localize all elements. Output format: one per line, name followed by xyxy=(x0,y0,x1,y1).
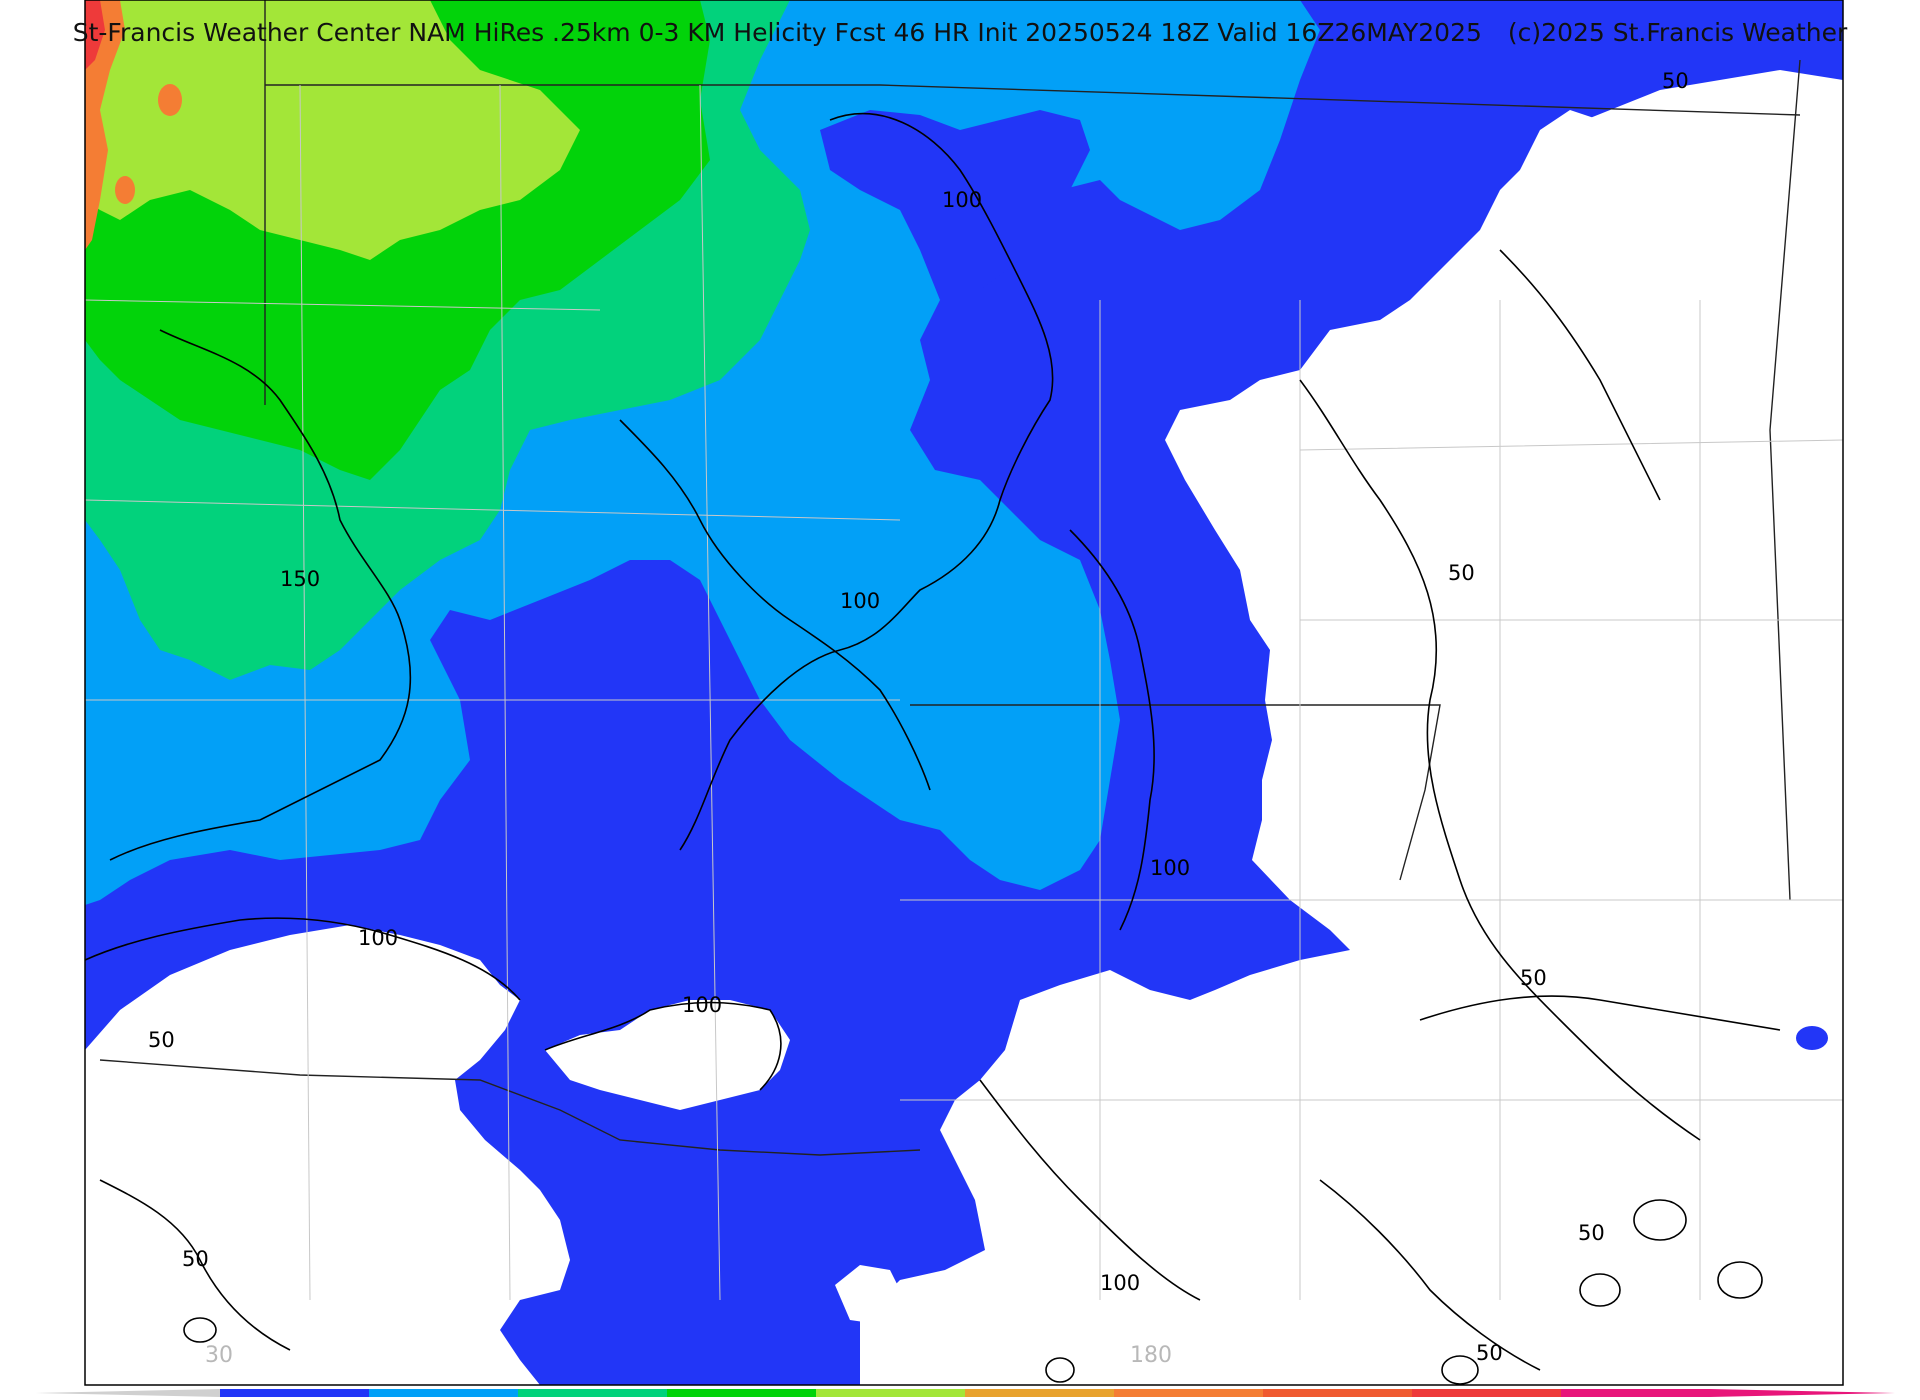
map-frame xyxy=(84,0,1844,1386)
contour-label: 50 xyxy=(1578,1221,1605,1245)
colorbar-segment xyxy=(369,1389,519,1397)
contour-label: 150 xyxy=(280,567,320,591)
contour-label: 100 xyxy=(358,926,398,950)
contour-label: 50 xyxy=(1520,966,1547,990)
colorbar-segment xyxy=(816,1389,966,1397)
map-title-text: St-Francis Weather Center NAM HiRes .25k… xyxy=(72,18,1482,47)
contour-label: 100 xyxy=(682,993,722,1017)
colorbar-tick-label: 30 xyxy=(205,1343,233,1368)
colorbar-segment xyxy=(965,1389,1115,1397)
helicity-fill-white-small xyxy=(835,1265,905,1325)
contour-labels: 50 50 50 50 50 50 50 100 100 100 100 100… xyxy=(148,69,1689,1365)
contour-label: 100 xyxy=(942,188,982,212)
colorbar-right-arrow xyxy=(1710,1389,1895,1397)
colorbar-tick-label: 180 xyxy=(1130,1343,1172,1368)
county-lines xyxy=(85,84,1843,1301)
helicity-fill-white-ne xyxy=(1515,110,1650,240)
colorbar-segment xyxy=(1263,1389,1413,1397)
colorbar-segment xyxy=(518,1389,668,1397)
contour-label: 50 xyxy=(1662,69,1689,93)
colorbar xyxy=(35,1389,1895,1397)
boundary-lines xyxy=(99,0,1801,1156)
contour-label: 100 xyxy=(840,589,880,613)
helicity-contours xyxy=(85,112,1781,1385)
colorbar-segment xyxy=(667,1389,817,1397)
contour-label: 100 xyxy=(1150,856,1190,880)
colorbar-segment xyxy=(1561,1389,1711,1397)
colorbar-left-arrow xyxy=(35,1389,220,1397)
contour-label: 50 xyxy=(148,1028,175,1052)
helicity-fill-orange-spot xyxy=(158,84,182,116)
helicity-fill-orange-spot-2 xyxy=(115,176,135,204)
helicity-fill-lime xyxy=(85,0,580,260)
contour-label: 50 xyxy=(1476,1341,1503,1365)
helicity-fill-dark-blue-north xyxy=(820,110,1090,300)
contour-label: 50 xyxy=(182,1247,209,1271)
contour-label: 100 xyxy=(1100,1271,1140,1295)
helicity-fill-white-sw xyxy=(85,925,570,1385)
helicity-fill-layer: 50 50 50 50 50 50 50 100 100 100 100 100… xyxy=(85,0,1843,1385)
contour-label: 50 xyxy=(1448,561,1475,585)
helicity-fill-orange xyxy=(85,0,125,250)
helicity-fill-white-central xyxy=(545,1000,790,1110)
copyright-text: (c)2025 St.Francis Weather xyxy=(1507,18,1848,47)
colorbar-segment xyxy=(220,1389,370,1397)
colorbar-segment xyxy=(1114,1389,1264,1397)
helicity-fill-blue-spot-east xyxy=(1796,1026,1828,1050)
map-title: St-Francis Weather Center NAM HiRes .25k… xyxy=(0,18,1920,47)
colorbar-segment xyxy=(1412,1389,1562,1397)
helicity-fill-red xyxy=(85,0,105,70)
